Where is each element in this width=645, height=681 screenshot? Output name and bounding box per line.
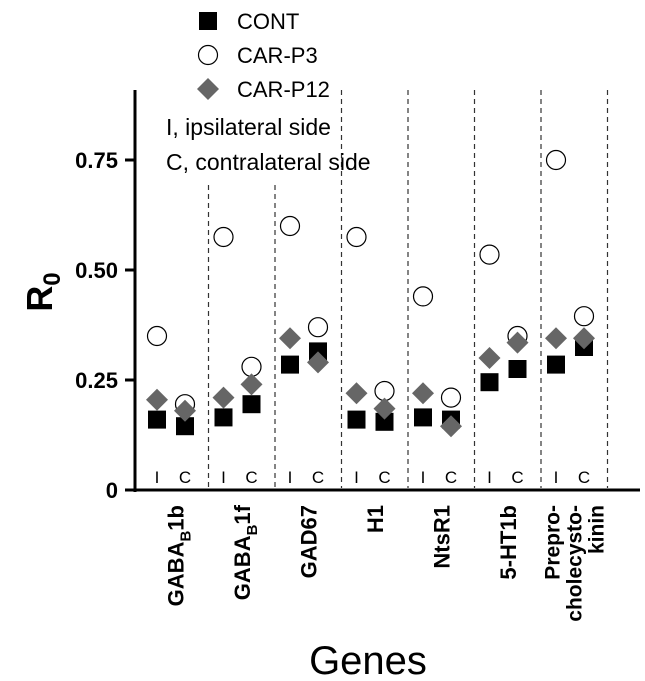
contralateral-label: C [179,468,191,487]
point-car-p3-ipsilateral [146,325,168,347]
point-cont-ipsilateral [414,408,432,427]
legend-marker-car-p3 [197,44,219,66]
x-tick-labels: GABAB1b GABAB1f GAD67 H1 NtsR1 5-HT1b Prepro-c… [163,504,608,621]
point-car-p12-contralateral [506,331,529,354]
point-cont-ipsilateral [281,355,299,374]
point-car-p12-contralateral [307,351,329,374]
contralateral-label: C [445,468,457,487]
gene-label: GABAB1f [230,504,261,600]
point-cont-contralateral [375,412,394,431]
y-axis-label: R0 [19,272,66,311]
legend-label-car-p3: CAR-P3 [237,43,318,68]
gene-label-line: Prepro- [541,505,564,580]
note-contralateral: C, contralateral side [166,149,371,175]
point-car-p3-ipsilateral [279,215,301,237]
point-car-p3-ipsilateral [346,226,367,248]
point-car-p12-ipsilateral [478,347,501,369]
point-cont-ipsilateral [480,373,499,392]
y-tick-label: 0.25 [75,368,118,393]
gene-separators [207,90,609,488]
legend-marker-car-p12 [197,78,219,100]
x-axis-label: Genes [309,639,427,681]
ipsilateral-label: I [155,468,160,487]
legend-label-car-p12: CAR-P12 [237,77,330,102]
ipsilateral-label: I [421,468,426,487]
ipsilateral-label: I [554,468,559,487]
y-tick-label: 0.75 [75,148,118,173]
legend-marker-cont [199,12,217,30]
gene-label: H1 [363,505,388,533]
point-cont-ipsilateral [148,410,166,429]
point-car-p3-ipsilateral [545,149,567,171]
point-car-p3-ipsilateral [412,286,434,307]
contralateral-label: C [578,468,590,487]
legend: CONT CAR-P3 CAR-P12 [197,9,330,102]
gene-label: GABAB1b [163,505,194,606]
point-car-p3-contralateral [573,306,595,327]
point-car-p12-contralateral [440,415,462,438]
contralateral-label: C [245,468,257,487]
y-tick-label: 0.50 [75,258,118,283]
point-car-p12-ipsilateral [212,386,235,409]
contralateral-label: C [378,468,390,487]
point-car-p3-ipsilateral [479,244,500,265]
point-car-p12-ipsilateral [345,382,368,405]
gene-label-line: cholecysto- [563,505,586,622]
gene-label-line: kinin [585,505,608,554]
point-car-p12-contralateral [573,327,595,350]
data-points [146,149,595,438]
contralateral-label: C [511,468,523,487]
y-tick-label: 0 [106,478,118,503]
contralateral-label: C [312,468,324,487]
ipsilateral-label: I [288,468,293,487]
ipsilateral-label: I [487,468,492,487]
point-cont-ipsilateral [347,410,366,429]
point-car-p12-contralateral [174,399,196,422]
point-cont-contralateral [176,417,194,436]
gene-label: GAD67 [296,505,321,578]
gene-label: 5-HT1b [496,505,521,580]
ipsilateral-label: I [221,468,226,487]
y-axis-label-subscript: 0 [39,272,66,285]
y-ticks: 0 0.25 0.50 0.75 [75,148,135,503]
point-car-p3-contralateral [307,317,329,338]
point-car-p12-ipsilateral [279,327,301,350]
point-car-p12-ipsilateral [545,327,567,350]
point-car-p12-contralateral [240,373,263,396]
point-car-p3-ipsilateral [213,226,234,248]
annotations: I, ipsilateral side C, contralateral sid… [166,114,371,175]
point-cont-contralateral [242,395,261,414]
point-cont-ipsilateral [214,408,233,427]
ipsilateral-label: I [354,468,359,487]
point-cont-ipsilateral [547,355,565,374]
point-car-p3-contralateral [440,387,462,408]
point-car-p12-ipsilateral [412,382,434,405]
point-car-p12-contralateral [373,397,396,420]
legend-label-cont: CONT [237,9,299,34]
point-cont-contralateral [508,360,527,378]
gene-label: NtsR1 [429,505,454,569]
note-ipsilateral: I, ipsilateral side [166,114,331,140]
point-car-p12-ipsilateral [146,388,168,411]
axes [133,90,640,492]
y-axis-label-text: R [19,286,60,312]
